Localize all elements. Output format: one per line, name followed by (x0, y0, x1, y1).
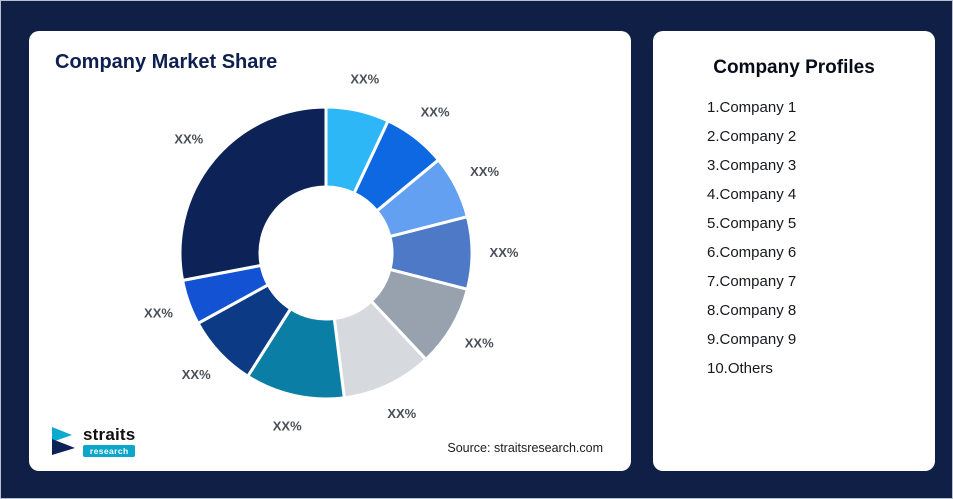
slice-label-3: XX% (470, 164, 499, 179)
chart-title: Company Market Share (55, 51, 278, 73)
slice-label-10: XX% (174, 132, 203, 147)
donut-slice-10 (178, 105, 328, 282)
profile-item: 2.Company 2 (707, 128, 797, 145)
company-profiles-card: Company Profiles 1.Company 1 2.Company 2… (653, 31, 935, 471)
profile-item: 6.Company 6 (707, 244, 797, 261)
market-share-donut-chart: XX% XX% XX% XX% XX% XX% XX% XX% XX% XX% (144, 71, 519, 434)
slice-label-2: XX% (421, 104, 450, 119)
company-profiles-list: 1.Company 1 2.Company 2 3.Company 3 4.Co… (653, 99, 935, 377)
source-attribution: Source: straitsresearch.com (447, 441, 603, 455)
profile-item: 7.Company 7 (707, 273, 797, 290)
slice-label-9: XX% (144, 305, 173, 320)
profile-item: 10.Others (707, 360, 773, 377)
slice-label-6: XX% (387, 406, 416, 421)
market-share-card: Company Market Share XX% XX% XX% XX% XX% XX% X… (29, 31, 631, 471)
slice-label-1: XX% (350, 71, 379, 86)
slice-label-5: XX% (465, 336, 494, 351)
slice-label-4: XX% (490, 245, 519, 260)
slice-label-8: XX% (182, 367, 211, 382)
logo-text: straits research (83, 424, 136, 457)
profile-item: 1.Company 1 (707, 99, 797, 116)
straits-research-logo: straits research (51, 424, 136, 457)
profile-item: 8.Company 8 (707, 302, 797, 319)
logo-subtitle: research (83, 444, 136, 457)
profiles-title: Company Profiles (713, 57, 875, 78)
profile-item: 5.Company 5 (707, 215, 797, 232)
straits-logo-icon (52, 427, 75, 456)
profile-item: 4.Company 4 (707, 186, 797, 203)
profile-item: 9.Company 9 (707, 331, 797, 348)
logo-brand: straits (83, 424, 136, 444)
slice-label-7: XX% (273, 419, 302, 434)
profile-item: 3.Company 3 (707, 157, 797, 174)
